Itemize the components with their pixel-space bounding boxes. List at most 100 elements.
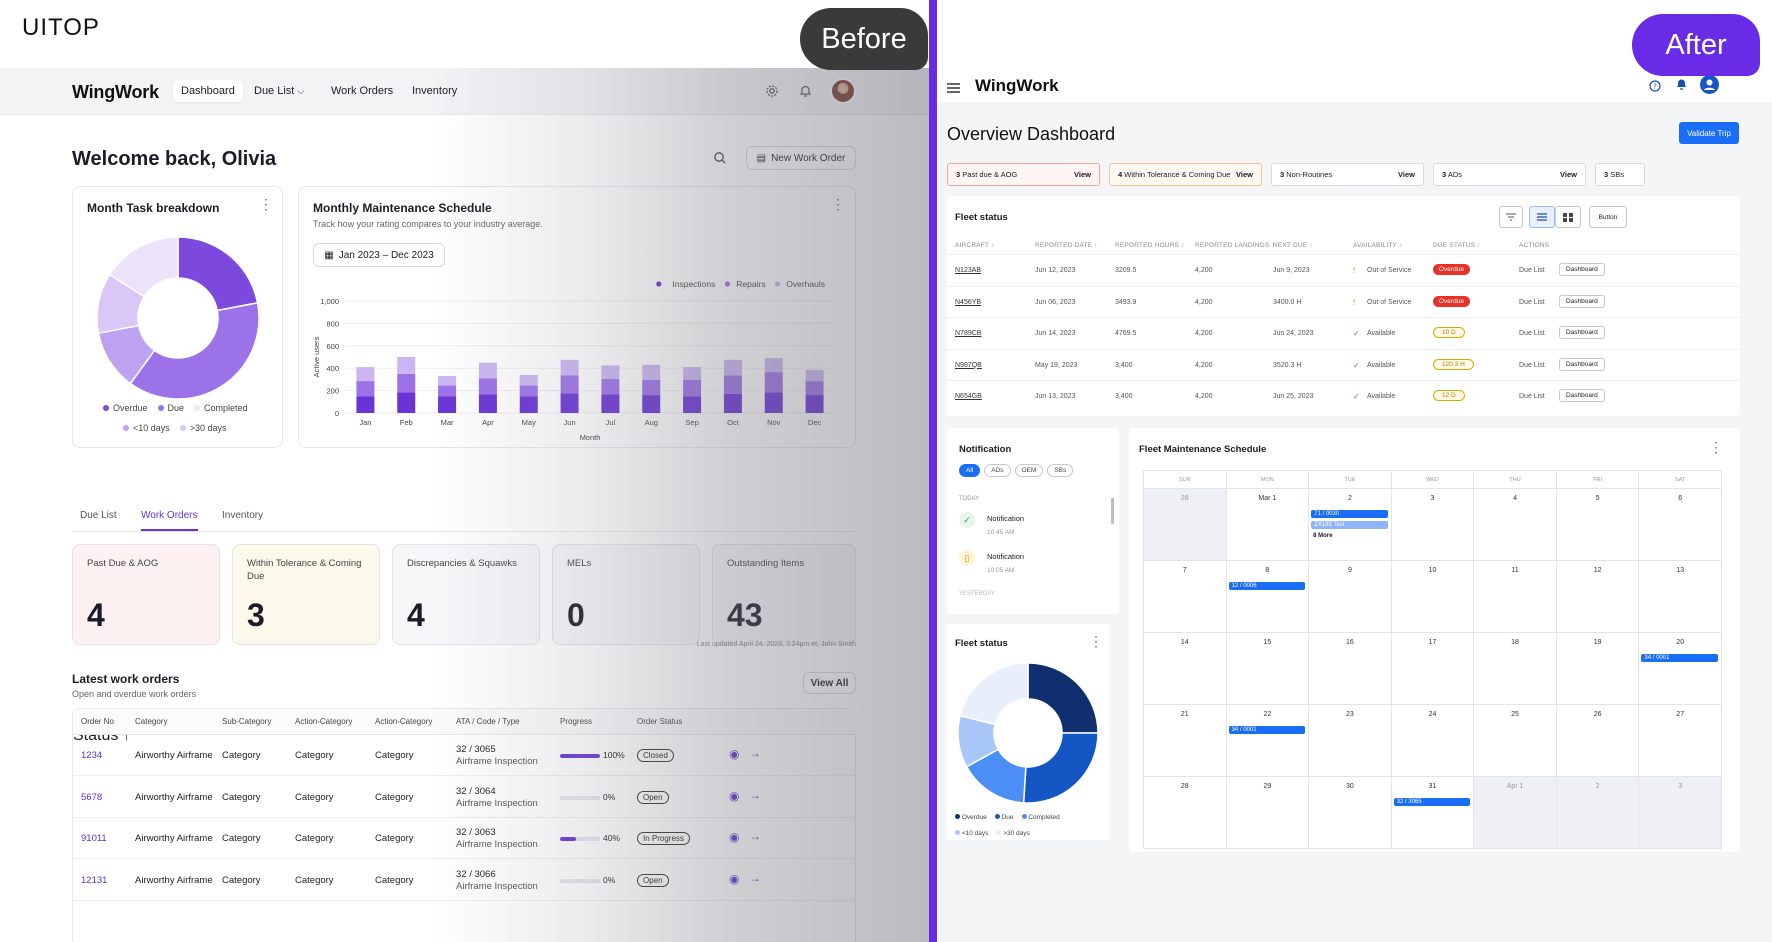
calendar-day[interactable]: 20 [1639,633,1722,705]
filter-card[interactable]: 3 Non-Routines View [1271,163,1424,186]
calendar-day[interactable]: 9 [1309,561,1392,633]
order-number[interactable]: 91011 [81,833,107,844]
column-header[interactable]: AVAILABILITY ↑ [1353,242,1403,249]
arrow-right-icon[interactable]: → [749,746,761,760]
calendar-day[interactable]: 25 [1474,705,1557,777]
calendar-day[interactable]: 13 [1639,561,1722,633]
notification-item-label[interactable]: Notification [987,514,1025,523]
column-header[interactable]: Order No [81,717,114,726]
table-row[interactable]: N654GB Jun 13, 2023 3,400 4,200 Jun 25, 2023… [947,380,1740,411]
due-list-link[interactable]: Due List [1519,267,1545,274]
calendar-day[interactable]: 2 [1556,777,1640,849]
more-events-link[interactable]: 8 More [1313,533,1333,539]
dashboard-button[interactable]: Dashboard [1559,294,1605,308]
eye-icon[interactable]: ◉ [729,747,740,761]
date-range-button[interactable]: ▦ Jan 2023 – Dec 2023 [313,243,445,267]
help-icon[interactable]: ? [1649,79,1661,97]
new-work-order-button[interactable]: ▤ New Work Order [746,146,856,170]
arrow-right-icon[interactable]: → [749,870,761,885]
calendar-day[interactable]: 3 [1391,489,1475,561]
calendar-day[interactable]: 21 [1144,705,1227,777]
calendar-day[interactable]: 26 [1556,705,1640,777]
stat-past-due[interactable]: Past Due & AOG 4 [72,544,220,645]
order-number[interactable]: 5678 [81,791,103,803]
calendar-event[interactable]: 71 / 0030 [1311,510,1388,518]
stat-within-tolerance[interactable]: Within Tolerance & Coming Due 3 [232,544,380,645]
calendar-day[interactable]: Mar 1 [1226,489,1310,561]
more-icon[interactable]: ⋮ [1709,439,1723,455]
avatar[interactable] [830,78,856,104]
table-row[interactable]: 5678 Airworthy Airframe Category Category Ca… [73,777,857,818]
aircraft-link[interactable]: N456YB [955,298,982,306]
calendar-day[interactable]: 28 [1144,489,1227,561]
filter-card[interactable]: 3 ADs View [1433,163,1586,186]
hamburger-icon[interactable] [947,80,960,98]
calendar-day[interactable]: 15 [1226,633,1310,705]
calendar-day[interactable]: 23 [1309,705,1392,777]
nav-inventory[interactable]: Inventory [412,85,458,97]
filter-card[interactable]: 4 Within Tolerance & Coming Due View [1109,163,1262,186]
more-icon[interactable]: ⋮ [831,196,845,212]
tab-due-list[interactable]: Due List [80,510,117,521]
calendar-day[interactable]: 17 [1391,633,1475,705]
calendar-day[interactable]: 3 [1639,777,1722,849]
bell-icon[interactable] [796,82,814,100]
calendar-day[interactable]: 31 [1391,777,1475,849]
table-row[interactable]: 91011 Airworthy Airframe Category Category C… [73,818,857,859]
calendar-day[interactable]: 22 [1226,705,1310,777]
calendar-day[interactable]: 24 [1391,705,1475,777]
chip-ads[interactable]: ADs [984,464,1011,477]
view-all-button[interactable]: View All [803,672,856,694]
eye-icon[interactable]: ◉ [729,871,740,886]
column-header[interactable]: Category [135,717,168,726]
column-header[interactable]: Action-Category [295,717,353,726]
calendar-day[interactable]: 7 [1144,561,1227,633]
table-row[interactable]: N789CB Jun 14, 2023 4769.5 4,200 Jun 24, 202… [947,317,1740,348]
calendar-day[interactable]: 11 [1474,561,1557,633]
column-header[interactable]: Sub-Category [222,717,272,726]
nav-dashboard[interactable]: Dashboard [173,80,243,102]
filter-view-link[interactable]: View [1560,170,1577,179]
order-number[interactable]: 1234 [81,750,103,761]
aircraft-link[interactable]: N123AB [955,267,982,274]
scrollbar[interactable] [1111,498,1114,524]
filter-card[interactable]: 3 Past due & AOG View [947,163,1100,186]
calendar-day[interactable]: Apr 1 [1474,777,1557,849]
column-header[interactable]: NEXT DUE ↑ [1273,242,1313,249]
dashboard-button[interactable]: Dashboard [1559,357,1605,371]
stat-mels[interactable]: MELs 0 [552,544,700,645]
calendar-event[interactable]: ZX185 Test [1311,521,1388,529]
dashboard-button[interactable]: Dashboard [1559,263,1605,276]
filter-view-link[interactable]: View [1074,170,1091,179]
calendar-day[interactable]: 18 [1474,633,1557,705]
table-row[interactable]: N456YB Jun 06, 2023 3493.9 4,200 3400.0 H! Ou… [947,285,1740,317]
stat-outstanding[interactable]: Outstanding Items 43 [712,544,856,645]
table-row[interactable]: 1234 Airworthy Airframe Category Category Ca… [73,735,857,776]
calendar-day[interactable]: 27 [1639,705,1722,777]
due-list-link[interactable]: Due List [1519,298,1545,306]
filter-icon[interactable] [1499,206,1523,228]
grid-view-icon[interactable] [1555,206,1581,228]
column-header[interactable]: AIRCRAFT ↑ [955,242,995,249]
nav-due-list[interactable]: Due List ⌵ [246,80,312,102]
stat-discrepancies[interactable]: Discrepancies & Squawks 4 [392,544,540,645]
notification-item-label[interactable]: Notification [987,552,1025,561]
calendar-day[interactable]: 29 [1226,777,1310,849]
nav-work-orders[interactable]: Work Orders [331,85,394,97]
search-icon[interactable] [713,151,727,170]
calendar-day[interactable]: 8 [1226,561,1310,633]
column-header[interactable]: Order Status [637,717,683,726]
calendar-day[interactable]: 12 [1556,561,1640,633]
bell-icon[interactable] [1676,78,1687,96]
due-list-link[interactable]: Due List [1519,393,1545,400]
filter-view-link[interactable]: View [1398,170,1415,179]
calendar-event[interactable]: 12 / 0006 [1228,582,1306,590]
filter-view-link[interactable]: View [1236,170,1253,179]
tab-inventory[interactable]: Inventory [222,510,264,521]
gear-icon[interactable] [763,82,781,100]
table-row[interactable]: N987QB May 19, 2023 3,400 4,200 3520.3 H ✓ Ava… [947,348,1740,380]
column-header[interactable]: Action-Category [375,717,433,726]
calendar-event[interactable]: 34 / 0001 [1641,654,1718,662]
column-header[interactable]: ACTIONS [1519,242,1550,249]
chip-oem[interactable]: OEM [1014,464,1044,477]
